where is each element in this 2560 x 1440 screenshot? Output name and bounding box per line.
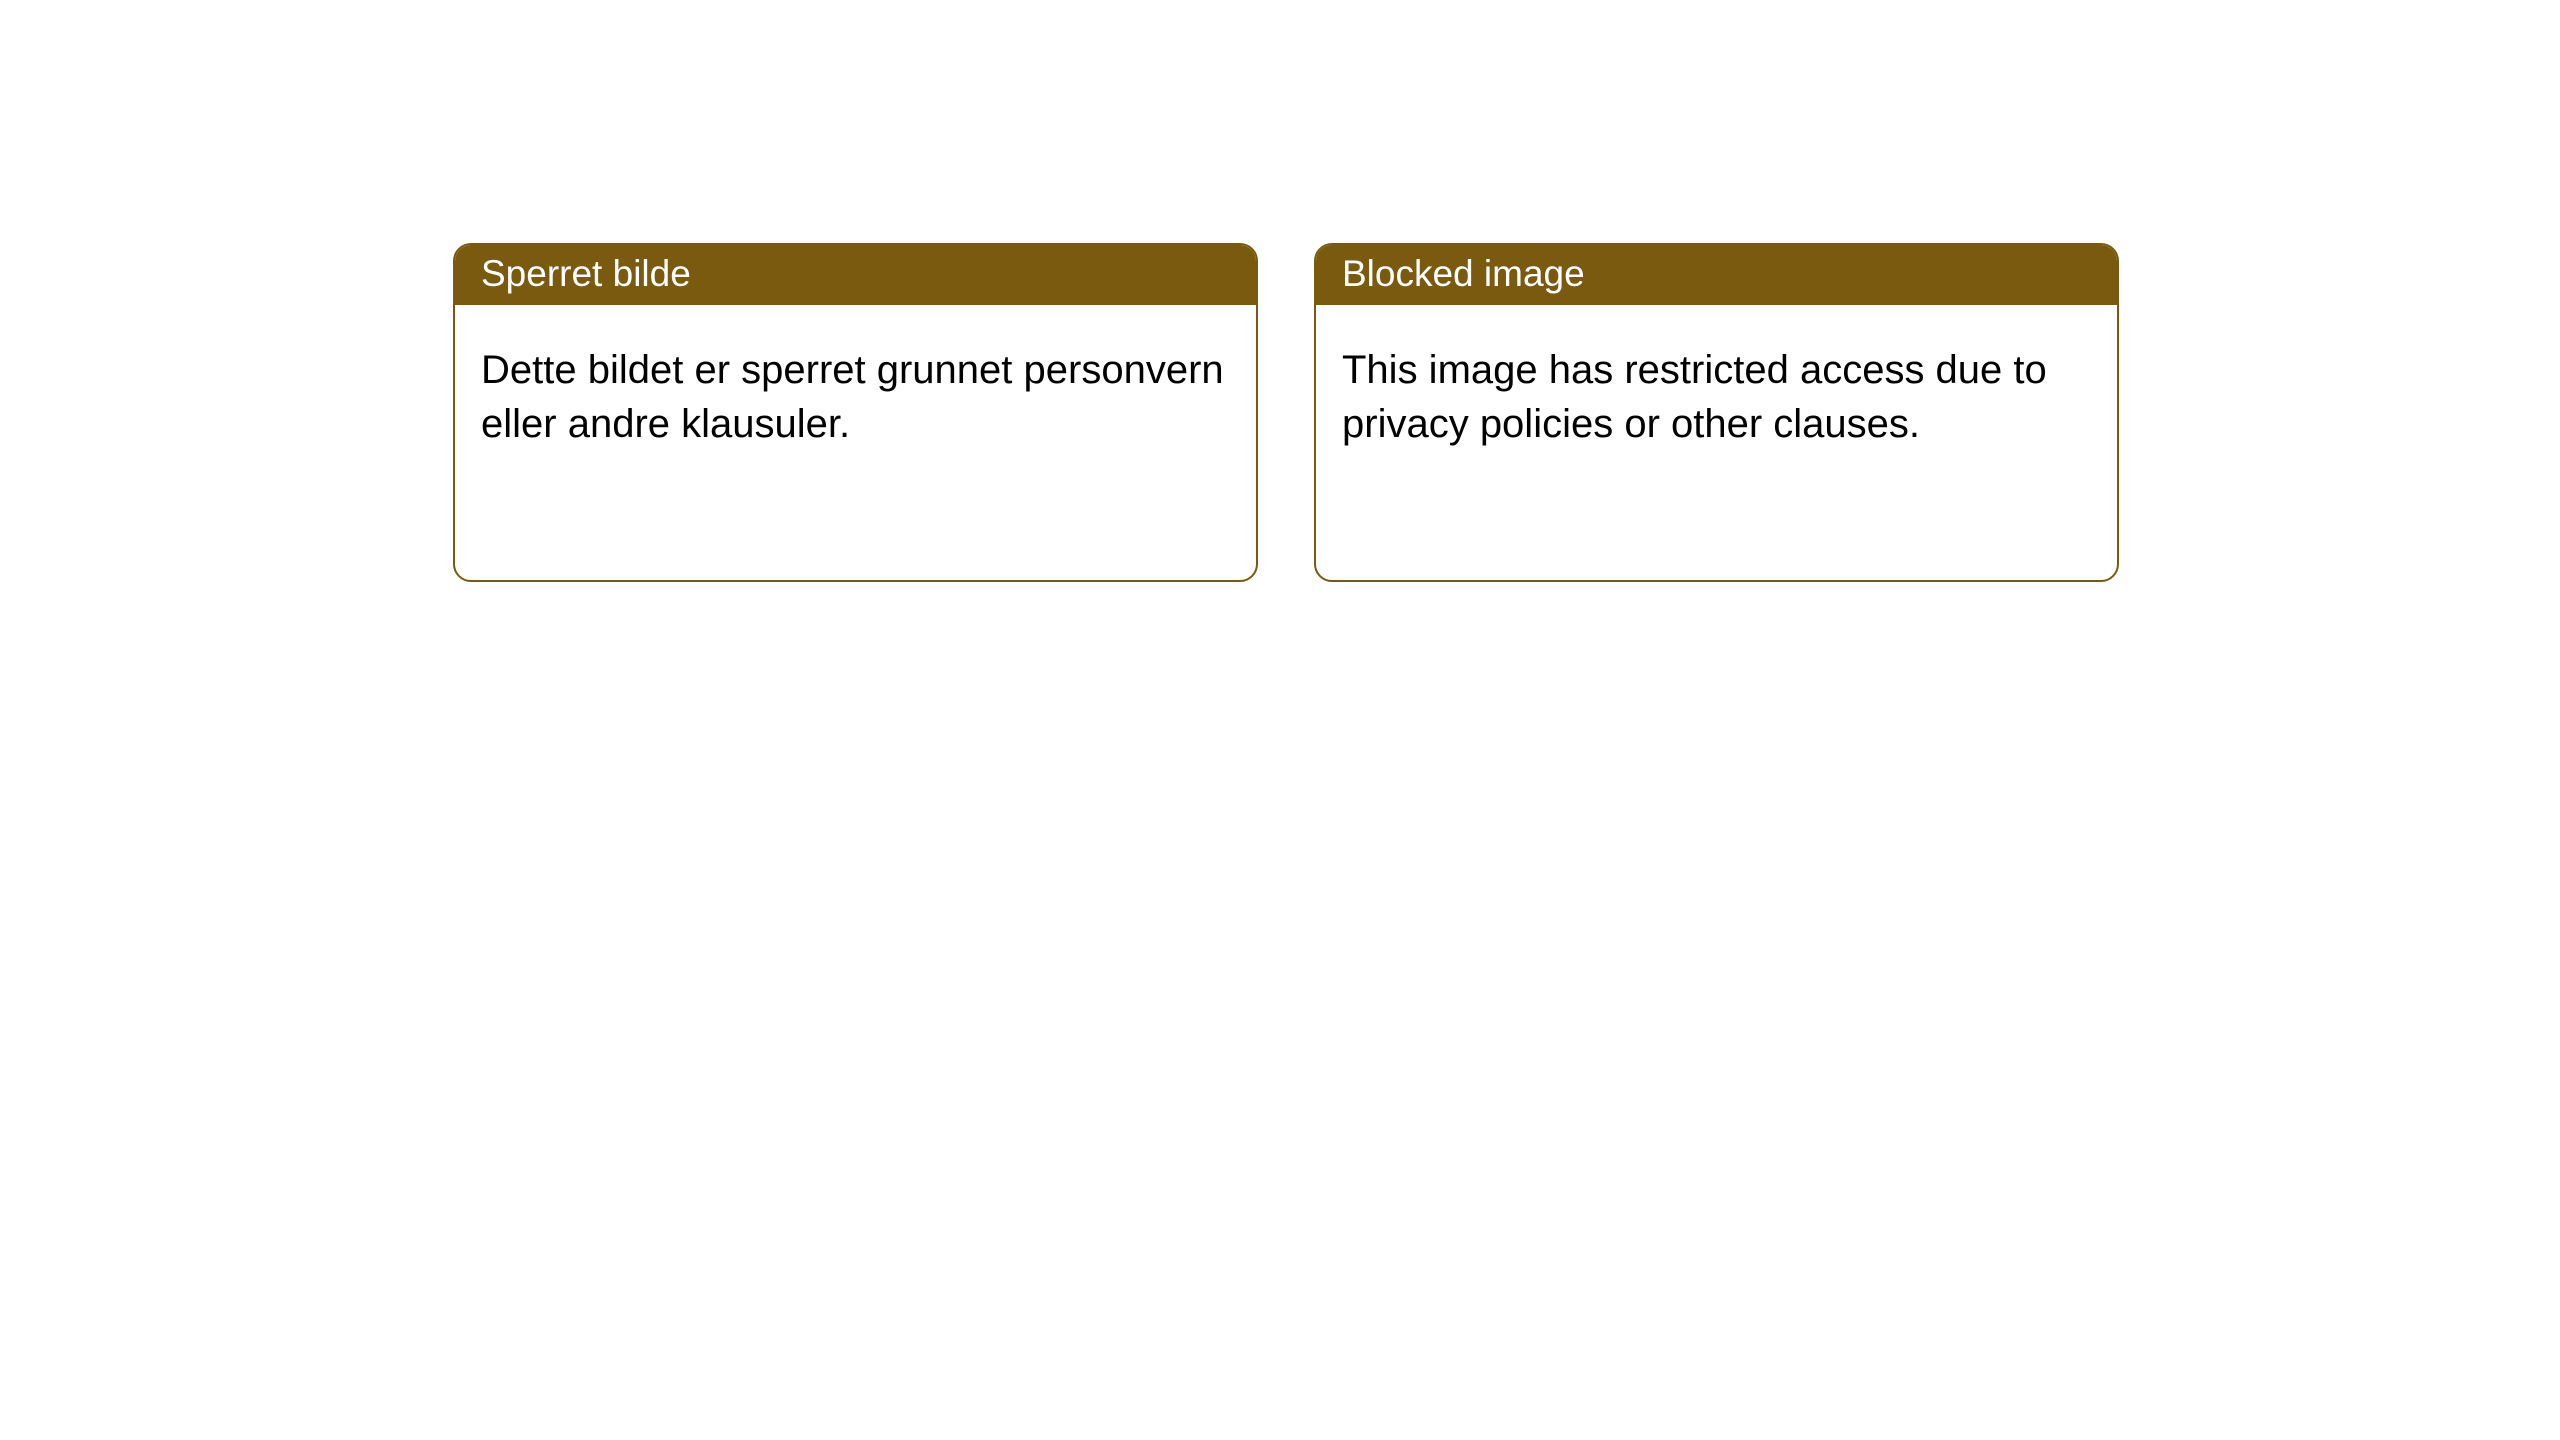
card-header-text: Sperret bilde (481, 253, 691, 294)
notice-card-norwegian: Sperret bilde Dette bildet er sperret gr… (453, 243, 1258, 582)
card-header-text: Blocked image (1342, 253, 1585, 294)
card-body-text: This image has restricted access due to … (1342, 343, 2091, 451)
card-body: This image has restricted access due to … (1316, 305, 2117, 580)
card-body-text: Dette bildet er sperret grunnet personve… (481, 343, 1230, 451)
card-header: Sperret bilde (455, 245, 1256, 305)
notice-cards-container: Sperret bilde Dette bildet er sperret gr… (0, 0, 2560, 582)
card-body: Dette bildet er sperret grunnet personve… (455, 305, 1256, 580)
notice-card-english: Blocked image This image has restricted … (1314, 243, 2119, 582)
card-header: Blocked image (1316, 245, 2117, 305)
